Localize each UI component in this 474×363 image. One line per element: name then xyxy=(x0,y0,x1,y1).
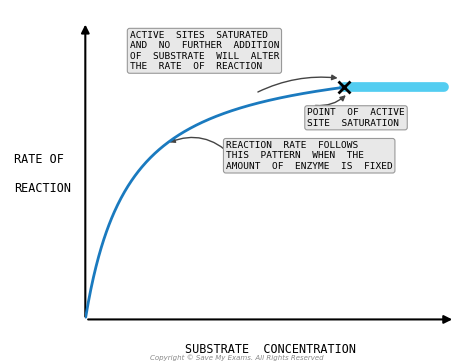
Text: SUBSTRATE  CONCENTRATION: SUBSTRATE CONCENTRATION xyxy=(185,343,356,356)
Text: REACTION: REACTION xyxy=(14,182,71,195)
Text: Copyright © Save My Exams. All Rights Reserved: Copyright © Save My Exams. All Rights Re… xyxy=(150,355,324,361)
Text: REACTION  RATE  FOLLOWS
THIS  PATTERN  WHEN  THE
AMOUNT  OF  ENZYME  IS  FIXED: REACTION RATE FOLLOWS THIS PATTERN WHEN … xyxy=(226,141,392,171)
Text: POINT  OF  ACTIVE
SITE  SATURATION: POINT OF ACTIVE SITE SATURATION xyxy=(307,108,405,127)
Text: ACTIVE  SITES  SATURATED
AND  NO  FURTHER  ADDITION
OF  SUBSTRATE  WILL  ALTER
T: ACTIVE SITES SATURATED AND NO FURTHER AD… xyxy=(130,31,279,71)
Text: RATE OF: RATE OF xyxy=(14,153,64,166)
